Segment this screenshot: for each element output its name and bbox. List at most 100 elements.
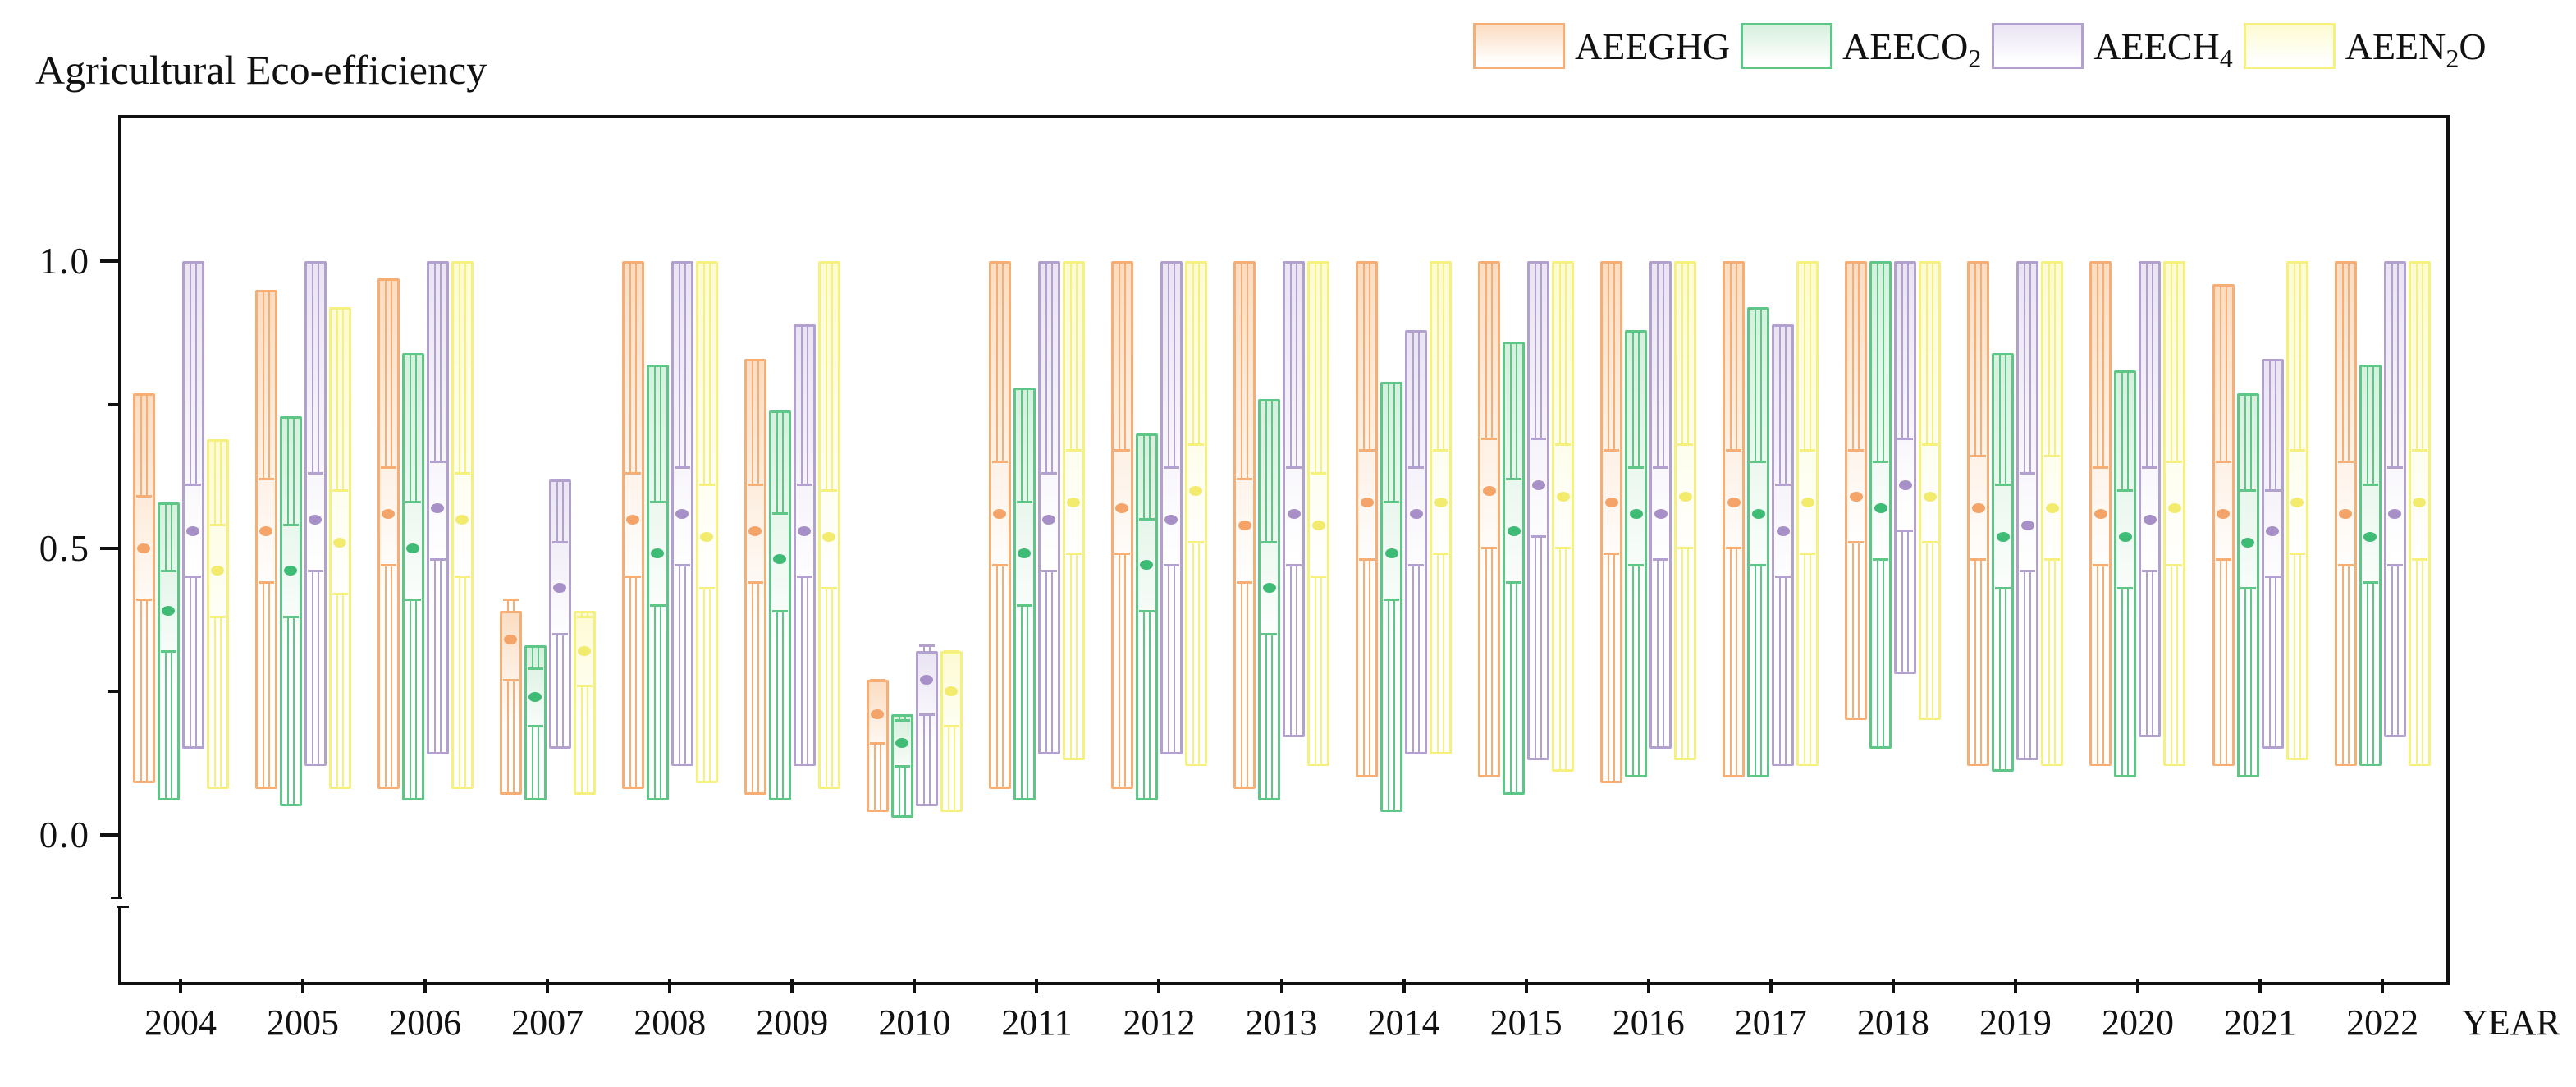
whisker-lower-aeeghg [629,576,637,787]
legend: AEEGHG AEECO2 AEECH4 AEEN2O [1473,23,2487,71]
whisker-upper-aeech4 [1657,263,1665,468]
box-aeeghg [1110,261,1133,790]
whisker-cap-upper-aeen2o [1922,443,1938,447]
whisker-cap-lower-aeeco2 [282,615,299,618]
box-aeeghg [2212,283,2235,767]
whisker-upper-aeeghg [506,601,515,612]
box-aeech4 [1649,261,1672,750]
box-aeeco2 [2236,392,2259,778]
whisker-cap-upper-aeeghg [625,472,641,475]
whisker-cap-lower-aeeco2 [2240,586,2256,589]
box-aeen2o [2285,261,2308,761]
whisker-lower-aeeco2 [1755,565,1763,776]
mean-dot-aeeghg [1360,497,1374,507]
whisker-lower-aeech4 [1779,576,1787,764]
mean-dot-aeen2o [822,531,836,542]
mean-dot-aeen2o [578,646,592,657]
mean-dot-aeech4 [920,675,934,686]
whisker-upper-aeen2o [213,440,222,525]
box-aeech4 [793,323,816,767]
legend-item-aeech4: AEECH4 [1992,23,2233,71]
whisker-cap-lower-aeeghg [1726,547,1742,549]
whisker-cap-upper-aeen2o [1065,449,1082,452]
whisker-upper-aeech4 [1290,263,1298,468]
whisker-lower-aeeghg [1730,548,1738,776]
whisker-cap-lower-aeen2o [821,586,837,589]
whisker-upper-aeech4 [800,325,808,485]
mean-dot-aeeghg [1604,497,1618,507]
whisker-upper-aeeco2 [898,716,906,721]
mean-dot-aeeco2 [1262,583,1276,594]
whisker-cap-upper-aeeghg [1604,449,1620,452]
whisker-upper-aeech4 [2391,263,2399,468]
whisker-lower-aeeco2 [653,605,661,799]
mean-dot-aeech4 [2143,514,2157,525]
whisker-lower-aeen2o [702,588,711,782]
box-aeen2o [695,261,718,784]
mean-dot-aeech4 [186,525,199,536]
whisker-cap-upper-aeen2o [454,472,470,475]
whisker-lower-aeech4 [433,559,442,753]
box-aeen2o [2041,261,2064,767]
whisker-upper-aeeghg [384,279,392,468]
whisker-lower-aeeghg [1974,559,1983,764]
whisker-cap-lower-aeeco2 [1750,563,1767,566]
box-aeeghg [1845,261,1868,721]
mean-dot-aeech4 [431,502,445,513]
whisker-cap-upper-aeeghg [869,678,885,681]
whisker-cap-lower-aeech4 [185,575,201,578]
whisker-cap-lower-aeech4 [1286,563,1302,566]
box-aeeco2 [1503,341,1526,796]
box-aeeghg [988,261,1011,790]
whisker-lower-aeeghg [2219,559,2227,764]
whisker-lower-aeech4 [1290,565,1298,736]
whisker-upper-aeen2o [2048,263,2057,456]
whisker-upper-aeeco2 [1265,400,1274,543]
box-aeeco2 [2359,364,2382,767]
mean-dot-aeeghg [748,525,762,536]
whisker-upper-aeeghg [2219,285,2227,462]
x-axis-tick [2135,979,2139,993]
whisker-cap-lower-aeech4 [551,632,568,635]
whisker-lower-aeen2o [580,686,588,793]
whisker-lower-aeeco2 [164,651,172,799]
mean-dot-aeeghg [382,508,396,519]
whisker-upper-aeeghg [1608,263,1616,451]
box-aeen2o [573,611,596,796]
x-axis-year-label: 2015 [1489,1002,1563,1043]
whisker-cap-upper-aeeco2 [1384,501,1400,504]
x-axis-year-label: 2004 [144,1002,217,1043]
x-axis-tick [2381,979,2385,993]
whisker-upper-aeeco2 [2121,371,2130,491]
y-axis-break-mark [111,897,122,899]
whisker-cap-upper-aeech4 [918,644,935,647]
whisker-upper-aeech4 [189,263,197,485]
whisker-lower-aeeghg [2341,565,2350,764]
mean-dot-aeeco2 [1751,508,1765,519]
mean-dot-aeeco2 [651,548,665,559]
x-axis-year-label: 2016 [1612,1002,1685,1043]
whisker-cap-upper-aeeghg [1114,449,1130,452]
whisker-lower-aeeco2 [531,726,539,799]
x-axis-tick [1768,979,1773,993]
whisker-cap-upper-aeeco2 [894,718,910,722]
box-aeen2o [1674,261,1697,761]
mean-dot-aeech4 [1409,508,1423,519]
whisker-lower-aeeco2 [1632,565,1640,776]
whisker-cap-upper-aeen2o [1311,472,1327,475]
whisker-lower-aeen2o [336,594,344,787]
mean-dot-aeen2o [1067,497,1081,507]
whisker-lower-aeeghg [751,582,759,793]
mean-dot-aeeco2 [1629,508,1643,519]
y-axis-minor-tick [108,690,118,693]
whisker-upper-aeech4 [922,647,931,652]
x-axis-year-label: 2021 [2224,1002,2297,1043]
mean-dot-aeen2o [1800,497,1814,507]
box-aeeco2 [1747,306,1770,778]
whisker-cap-lower-aeeghg [1237,580,1253,584]
whisker-upper-aeeco2 [1510,342,1518,479]
whisker-lower-aeech4 [2268,576,2276,747]
whisker-lower-aeeghg [1118,553,1126,787]
whisker-cap-lower-aeeco2 [771,609,788,612]
whisker-upper-aeen2o [1192,263,1200,445]
